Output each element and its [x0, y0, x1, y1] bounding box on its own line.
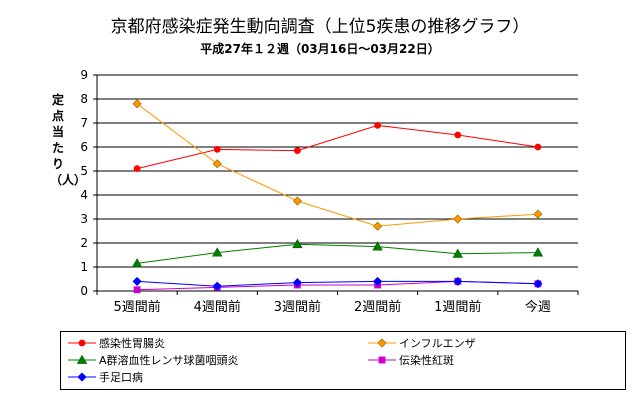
- data-point: [372, 241, 383, 251]
- data-point: [131, 258, 143, 268]
- legend-item: インフルエンザ: [367, 335, 476, 351]
- legend-label: 手足口病: [99, 371, 143, 384]
- y-tick-label: 7: [80, 116, 88, 130]
- data-point: [373, 221, 383, 231]
- data-point: [213, 145, 221, 153]
- x-tick-label: 1週間前: [434, 299, 481, 315]
- legend-marker: [76, 354, 88, 364]
- series-5: [132, 276, 543, 291]
- legend-label: A群溶血性レンサ球菌咽頭炎: [99, 354, 239, 367]
- series-line: [137, 280, 538, 287]
- series-3: [131, 238, 544, 268]
- legend-swatch: [68, 339, 96, 347]
- chart-title: 京都府感染症発生動向調査（上位5疾患の推移グラフ）: [110, 17, 530, 37]
- legend-swatch: [368, 356, 396, 364]
- legend-marker: [78, 339, 86, 347]
- data-point: [534, 143, 542, 151]
- legend: 感染性胃腸炎 インフルエンザ A群溶血性レンサ球菌咽頭炎 伝染性紅斑手足口病: [60, 331, 626, 390]
- legend-label: 伝染性紅斑: [399, 354, 454, 367]
- data-point: [212, 247, 223, 257]
- data-point: [133, 165, 141, 173]
- legend-label: インフルエンザ: [399, 337, 476, 350]
- series-line: [136, 103, 538, 227]
- legend-item: A群溶血性レンサ球菌咽頭炎: [67, 352, 239, 368]
- x-tick-label: 今週: [525, 299, 551, 315]
- data-point: [374, 122, 381, 129]
- data-point: [292, 196, 302, 206]
- x-tick-label: 5週間前: [113, 299, 160, 315]
- y-tick-label: 5: [80, 164, 88, 178]
- y-tick-label: 8: [80, 92, 88, 106]
- series-2: [132, 99, 543, 231]
- y-tick-label: 6: [80, 140, 88, 154]
- data-point: [533, 209, 543, 219]
- legend-marker: [377, 338, 387, 348]
- series-1: [133, 122, 542, 173]
- legend-item: 手足口病: [67, 369, 143, 385]
- legend-swatch: [68, 372, 96, 382]
- data-point: [132, 99, 142, 109]
- data-point: [292, 278, 302, 288]
- legend-item: 感染性胃腸炎: [67, 335, 165, 351]
- x-tick-label: 3週間前: [274, 299, 321, 315]
- legend-swatch: [368, 338, 396, 348]
- data-point: [532, 247, 544, 257]
- data-point: [533, 279, 543, 289]
- legend-marker: [77, 372, 87, 382]
- legend-item: 伝染性紅斑: [367, 352, 454, 368]
- series-line: [137, 243, 538, 264]
- series-line: [137, 280, 538, 291]
- data-point: [212, 281, 222, 291]
- data-point: [294, 147, 301, 155]
- data-point: [212, 159, 222, 169]
- legend-marker: [378, 356, 386, 364]
- data-point: [453, 276, 463, 286]
- y-tick-label: 2: [80, 236, 88, 250]
- chart-subtitle: 平成27年１２週（03月16日～03月22日）: [200, 42, 440, 56]
- data-point: [454, 131, 462, 139]
- line-chart: 0 1 2 3 4 5 6 7 8 9 5週間前 4週間前 3週間前 2週間前 1週間前 今週: [80, 68, 579, 315]
- x-tick-label: 4週間前: [194, 299, 241, 315]
- data-point: [452, 248, 463, 258]
- data-point: [453, 214, 463, 224]
- y-tick-label: 3: [80, 212, 88, 226]
- legend-label: 感染性胃腸炎: [99, 337, 165, 350]
- y-tick-label: 4: [80, 188, 88, 202]
- series-line: [136, 124, 538, 170]
- data-point: [292, 238, 303, 249]
- y-tick-label: 1: [80, 260, 88, 274]
- legend-swatch: [68, 354, 96, 364]
- data-point: [132, 276, 142, 286]
- data-point: [373, 276, 383, 286]
- data-point: [133, 286, 141, 294]
- y-tick-label: 0: [80, 284, 88, 298]
- x-tick-label: 2週間前: [354, 299, 401, 315]
- y-tick-label: 9: [80, 68, 88, 82]
